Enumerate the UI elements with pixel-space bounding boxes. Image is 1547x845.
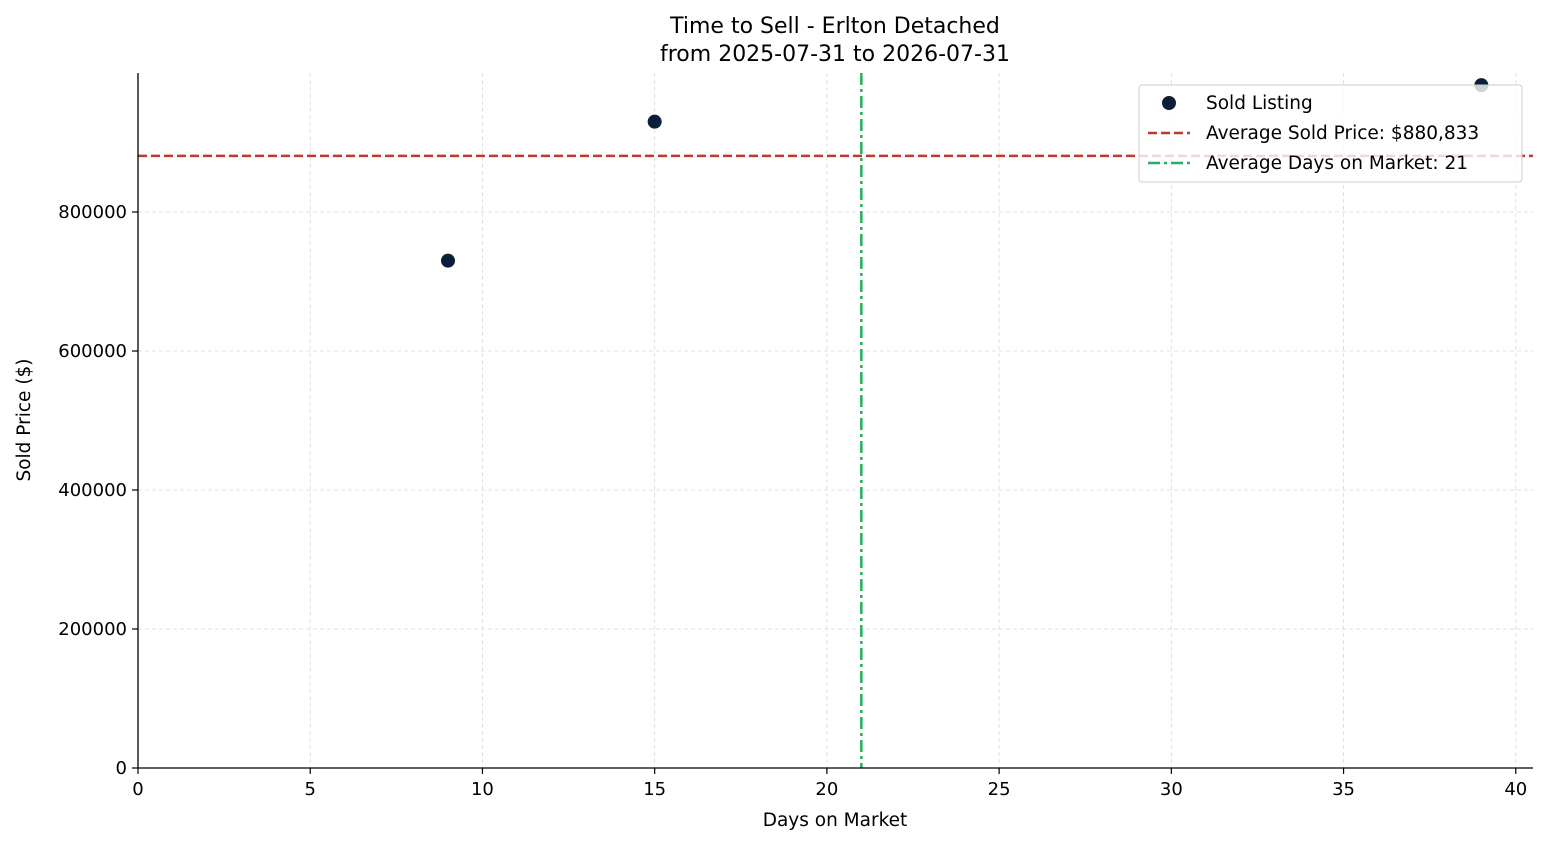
x-tick-label: 30 bbox=[1160, 779, 1183, 800]
x-tick-label: 10 bbox=[471, 779, 494, 800]
legend-label-average-days: Average Days on Market: 21 bbox=[1206, 153, 1468, 174]
axes bbox=[137, 73, 1533, 769]
legend-marker-sold-listing bbox=[1162, 96, 1176, 110]
data-point bbox=[647, 114, 662, 129]
ticks: 0 5 10 15 20 25 30 35 40 0 200000 400000 600000 80000… bbox=[58, 202, 1527, 800]
legend-label-average-price: Average Sold Price: $880,833 bbox=[1206, 123, 1479, 144]
y-tick-label: 200000 bbox=[58, 619, 127, 640]
x-tick-label: 0 bbox=[132, 779, 143, 800]
legend-box bbox=[1138, 84, 1523, 183]
data-point bbox=[441, 253, 455, 268]
y-tick-label: 800000 bbox=[58, 202, 127, 223]
x-tick-label: 20 bbox=[815, 779, 838, 800]
y-tick-label: 600000 bbox=[58, 341, 127, 362]
x-axis-label: Days on Market bbox=[763, 810, 908, 831]
y-tick-label: 0 bbox=[116, 758, 127, 779]
x-tick-label: 25 bbox=[988, 779, 1011, 800]
chart-title: Time to Sell - Erlton Detached bbox=[669, 14, 1000, 39]
y-axis-label: Sold Price ($) bbox=[14, 358, 35, 481]
x-tick-label: 35 bbox=[1332, 779, 1355, 800]
legend: Sold Listing Average Sold Price: $880,83… bbox=[1138, 84, 1523, 183]
x-tick-label: 40 bbox=[1504, 779, 1527, 800]
grid bbox=[138, 73, 1533, 768]
y-tick-label: 400000 bbox=[58, 480, 127, 501]
x-tick-label: 5 bbox=[304, 779, 315, 800]
x-tick-label: 15 bbox=[643, 779, 666, 800]
chart-subtitle: from 2025-07-31 to 2026-07-31 bbox=[660, 42, 1010, 67]
legend-label-sold-listing: Sold Listing bbox=[1206, 93, 1313, 114]
